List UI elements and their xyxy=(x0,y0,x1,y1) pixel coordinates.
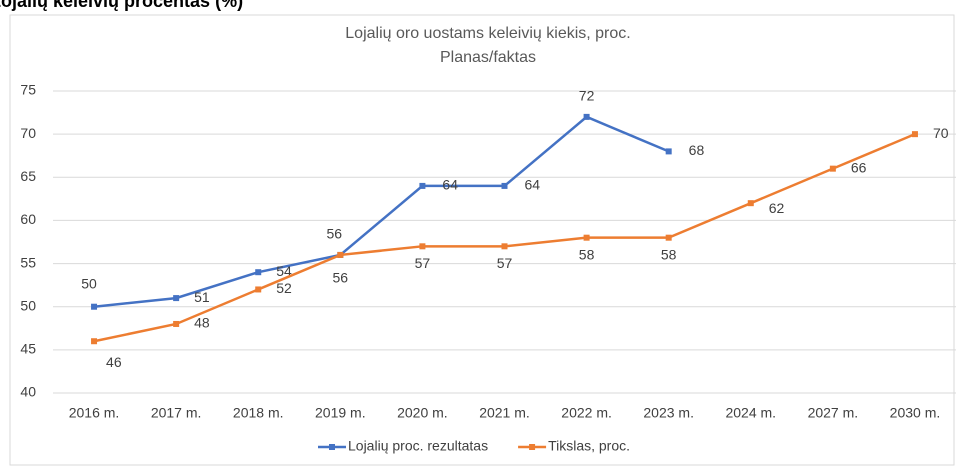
data-label: 62 xyxy=(769,200,785,216)
legend-marker xyxy=(529,444,536,450)
data-label: 51 xyxy=(194,289,210,305)
marker xyxy=(501,182,508,189)
legend-label: Tikslas, proc. xyxy=(548,438,630,454)
legend-label: Lojalių proc. rezultatas xyxy=(348,438,488,454)
data-label: 57 xyxy=(415,255,431,271)
y-tick-label: 45 xyxy=(20,341,36,357)
data-label: 52 xyxy=(276,280,292,296)
x-tick-label: 2017 m. xyxy=(151,405,202,421)
y-tick-label: 65 xyxy=(20,168,36,184)
y-tick-label: 55 xyxy=(20,254,36,270)
marker xyxy=(583,113,590,120)
chart-frame xyxy=(9,14,955,466)
line xyxy=(93,115,670,308)
data-label: 57 xyxy=(497,255,513,271)
y-tick-label: 50 xyxy=(20,297,36,313)
x-tick-label: 2022 m. xyxy=(561,405,612,421)
marker xyxy=(337,251,344,258)
data-label: 68 xyxy=(689,142,705,158)
data-label: 64 xyxy=(525,177,541,193)
marker xyxy=(91,338,98,345)
marker xyxy=(665,148,672,155)
marker xyxy=(255,269,262,276)
marker xyxy=(255,286,262,293)
x-tick-label: 2027 m. xyxy=(808,405,859,421)
marker xyxy=(501,243,508,250)
chart-title: Lojalių oro uostams keleivių kiekis, pro… xyxy=(345,25,630,42)
legend-marker xyxy=(329,444,335,450)
x-tick-label: 2018 m. xyxy=(233,405,284,421)
data-label: 66 xyxy=(851,159,867,175)
data-label: 46 xyxy=(106,354,122,370)
marker xyxy=(419,243,426,250)
x-tick-label: 2021 m. xyxy=(479,405,530,421)
marker xyxy=(91,303,98,310)
x-tick-label: 2016 m. xyxy=(69,405,120,421)
marker xyxy=(911,131,918,138)
marker xyxy=(829,165,836,172)
data-label: 50 xyxy=(81,275,97,291)
data-label: 70 xyxy=(933,125,949,141)
x-tick-label: 2020 m. xyxy=(397,405,448,421)
page-heading: Lojalių keleivių procentas (%) xyxy=(0,0,243,11)
x-tick-label: 2030 m. xyxy=(890,405,941,421)
data-label: 56 xyxy=(327,226,343,242)
y-tick-label: 60 xyxy=(20,211,36,227)
chart-subtitle: Planas/faktas xyxy=(440,49,536,66)
x-tick-label: 2024 m. xyxy=(725,405,776,421)
line xyxy=(93,132,916,343)
y-tick-label: 70 xyxy=(20,125,36,141)
marker xyxy=(419,182,426,189)
y-tick-label: 40 xyxy=(20,384,36,400)
marker xyxy=(747,200,754,207)
y-tick-label: 75 xyxy=(20,82,36,98)
marker xyxy=(665,234,672,241)
data-label: 54 xyxy=(276,263,292,279)
x-tick-label: 2023 m. xyxy=(643,405,694,421)
marker xyxy=(583,234,590,241)
x-tick-label: 2019 m. xyxy=(315,405,366,421)
marker xyxy=(173,295,180,302)
data-label: 58 xyxy=(579,246,595,262)
data-label: 56 xyxy=(333,270,349,286)
data-label: 64 xyxy=(442,177,458,193)
marker xyxy=(173,320,180,327)
data-label: 72 xyxy=(579,88,595,104)
data-label: 48 xyxy=(194,315,210,331)
data-label: 58 xyxy=(661,246,677,262)
